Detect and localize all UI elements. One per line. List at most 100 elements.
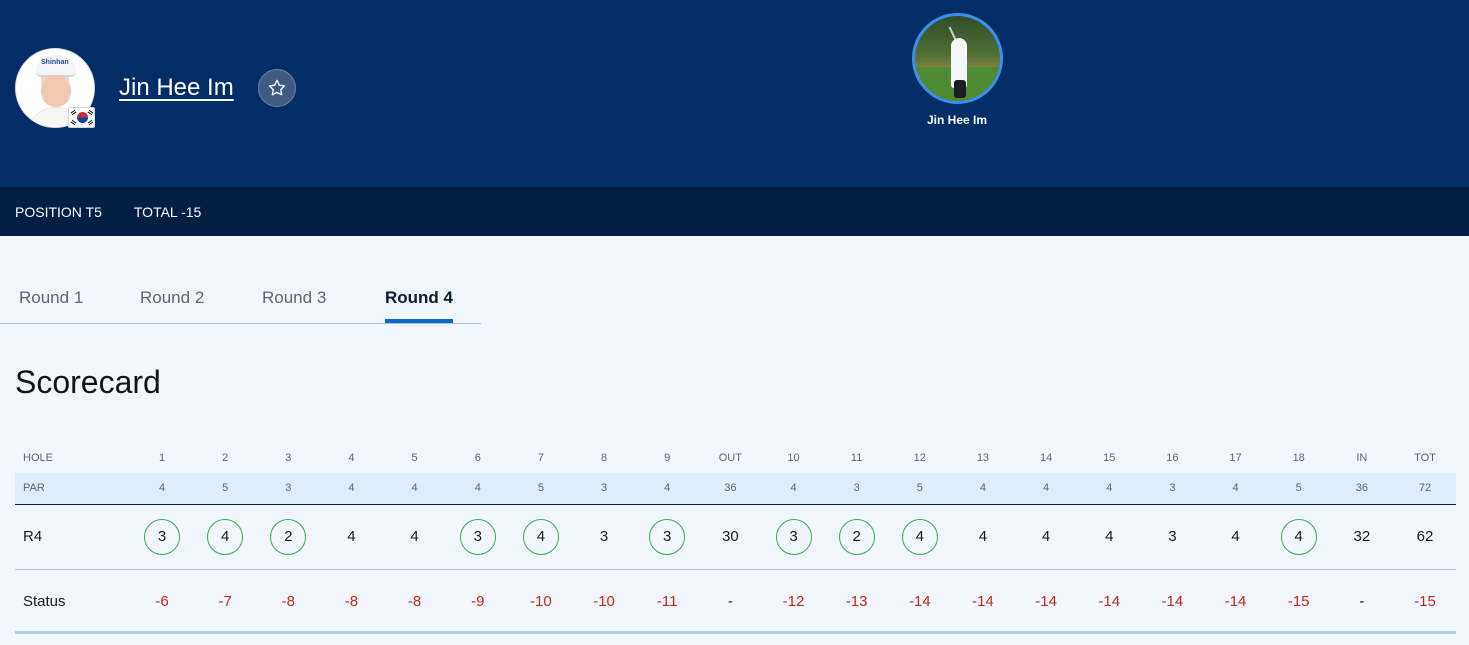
score-cell: 3 <box>458 519 498 555</box>
hole-cell: 2 <box>222 452 229 464</box>
par-cell: 4 <box>664 482 671 494</box>
par-cell: 4 <box>790 482 797 494</box>
hole-row-label: HOLE <box>23 452 53 464</box>
par-row: PAR 4 5 3 4 4 4 5 3 4 36 4 3 5 4 4 4 3 4 5 36 72 <box>15 473 1456 505</box>
trigram <box>70 119 77 126</box>
score-cell: 3 <box>1168 528 1177 545</box>
position-stat: POSITION T5 <box>15 203 102 220</box>
photo-caption: Jin Hee Im <box>926 113 988 127</box>
score-value: 2 <box>284 528 293 545</box>
score-cell: 3 <box>647 519 687 555</box>
score-cell: 2 <box>268 519 308 555</box>
hole-cell: 1 <box>158 452 166 464</box>
score-value: 3 <box>789 528 798 545</box>
status-cell: -15 <box>1287 593 1310 610</box>
taegeuk-symbol <box>77 112 88 123</box>
status-cell: -11 <box>656 593 678 610</box>
status-cell: -8 <box>407 593 422 610</box>
star-outline-icon <box>268 79 286 96</box>
player-action-photo[interactable] <box>912 13 1003 104</box>
par-row-label: PAR <box>23 482 45 494</box>
status-cell: -14 <box>908 593 931 610</box>
birdie-circle <box>1280 519 1317 555</box>
birdie-circle <box>270 519 307 555</box>
score-value: 3 <box>473 528 482 545</box>
hole-cell: OUT <box>718 452 742 464</box>
score-value: 4 <box>1294 528 1303 545</box>
status-cell: -13 <box>845 593 868 610</box>
status-cell: -10 <box>593 593 615 610</box>
par-cell: 5 <box>1295 482 1302 494</box>
par-cell: 4 <box>348 482 355 494</box>
player-header: Shinhan Jin Hee Im Jin Hee Im <box>0 0 1469 187</box>
status-cell: -8 <box>281 593 295 610</box>
score-cell: 4 <box>978 528 988 545</box>
score-cell: 4 <box>347 528 356 545</box>
birdie-circle <box>522 519 559 555</box>
birdie-circle <box>775 519 812 555</box>
status-cell: -14 <box>1224 593 1247 610</box>
score-cell: 3 <box>142 519 182 555</box>
score-value: 4 <box>220 528 230 545</box>
par-cell: 5 <box>222 482 229 494</box>
hole-cell: 5 <box>411 452 418 464</box>
status-cell: -10 <box>530 593 552 610</box>
hole-cell: 14 <box>1039 452 1053 464</box>
status-cell: -8 <box>344 593 359 610</box>
tab-round-3[interactable]: Round 3 <box>262 288 327 307</box>
par-cell: 4 <box>1106 482 1113 494</box>
trigram <box>70 109 77 116</box>
face <box>41 75 71 107</box>
score-cell: 30 <box>722 528 739 545</box>
score-cell: 4 <box>1231 528 1240 545</box>
birdie-circle <box>207 519 244 555</box>
hole-cell: 12 <box>913 452 926 464</box>
status-cell: -14 <box>1035 593 1057 610</box>
tab-round-2[interactable]: Round 2 <box>140 288 205 307</box>
score-value: 4 <box>915 528 924 545</box>
par-cell: 4 <box>979 482 986 494</box>
hole-cell: IN <box>1356 452 1368 464</box>
par-cell: 4 <box>158 482 166 494</box>
status-cell: - <box>1359 593 1365 610</box>
score-row: R4 3 4 2 4 4 3 4 3 3 30 3 2 4 4 4 4 3 4 4 32 62 <box>15 505 1456 570</box>
score-value: 3 <box>663 528 672 545</box>
par-cell: 3 <box>285 482 292 494</box>
hole-row: HOLE 1 2 3 4 5 6 7 8 9 OUT 10 11 12 13 14 15 16 17 18 IN TOT <box>15 443 1456 473</box>
tab-round-1[interactable]: Round 1 <box>19 288 84 307</box>
hole-cell: 9 <box>664 452 671 464</box>
player-name-link[interactable]: Jin Hee Im <box>119 74 234 101</box>
score-value: 3 <box>157 528 167 545</box>
score-cell: 4 <box>1041 528 1051 545</box>
hole-cell: 8 <box>600 452 608 464</box>
score-cell: 3 <box>774 519 814 555</box>
favorite-button[interactable] <box>258 69 296 107</box>
score-cell: 32 <box>1353 528 1371 545</box>
status-cell: -6 <box>155 593 169 610</box>
status-cell: -14 <box>1161 593 1184 610</box>
par-cell: 36 <box>724 482 737 494</box>
hole-cell: 7 <box>537 452 544 464</box>
score-cell: 4 <box>1105 528 1114 545</box>
status-cell: -9 <box>471 593 485 610</box>
status-cell: - <box>727 593 733 610</box>
active-tab-indicator <box>385 319 453 323</box>
score-cell: 4 <box>410 528 419 545</box>
hole-cell: 15 <box>1103 452 1116 464</box>
status-cell: -15 <box>1414 593 1436 610</box>
par-cell: 3 <box>600 482 608 494</box>
par-cell: 3 <box>853 482 860 494</box>
birdie-circle <box>901 519 938 555</box>
score-cell: 4 <box>521 519 561 555</box>
total-stat: TOTAL -15 <box>133 203 202 220</box>
tab-round-4[interactable]: Round 4 <box>385 288 453 307</box>
score-cell: 4 <box>1279 519 1319 555</box>
par-cell: 4 <box>1232 482 1239 494</box>
par-cell: 72 <box>1418 482 1432 494</box>
status-cell: -14 <box>972 593 994 610</box>
score-cell: 2 <box>837 519 877 555</box>
score-cell: 3 <box>599 528 609 545</box>
stats-bar: POSITION T5 TOTAL -15 <box>0 187 1469 236</box>
golfer-figure <box>951 38 967 88</box>
status-cell: -12 <box>782 593 805 610</box>
